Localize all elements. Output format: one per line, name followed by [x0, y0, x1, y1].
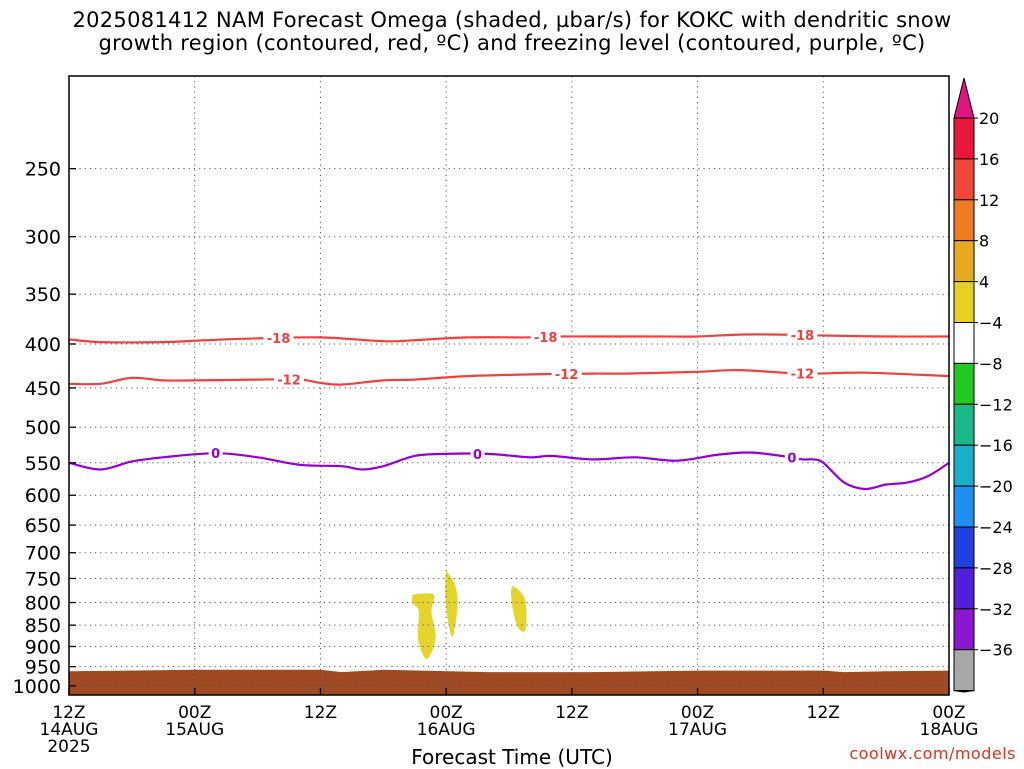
y-tick-label: 650	[25, 515, 61, 537]
x-tick-label: 17AUG	[668, 720, 727, 740]
x-tick-label: 12Z	[807, 703, 840, 723]
contour-label-bg	[787, 327, 818, 344]
y-tick-label: 250	[25, 159, 61, 181]
colorbar-band	[953, 199, 975, 242]
colorbar-label: 4	[979, 273, 989, 292]
colorbar-label: 20	[979, 109, 999, 128]
colorbar-band	[953, 240, 975, 283]
x-tick-label: 00Z	[932, 703, 965, 723]
y-tick-label: 750	[25, 568, 61, 590]
contour-label-bg	[784, 449, 799, 466]
y-tick-label: 450	[25, 378, 61, 400]
colorbar-label: −12	[979, 395, 1013, 414]
y-tick-label: 700	[25, 543, 61, 565]
colorbar-label: −28	[979, 559, 1013, 578]
contour-line-0	[68, 451, 950, 491]
x-tick-label: 00Z	[178, 703, 211, 723]
colorbar-band	[953, 117, 975, 160]
site-credit[interactable]: coolwx.com/models	[849, 744, 1016, 763]
x-axis-title: Forecast Time (UTC)	[411, 745, 613, 769]
contour-label--12: -12	[555, 368, 579, 383]
omega-shaded-region-2	[445, 570, 458, 637]
x-tick-label: 16AUG	[417, 720, 476, 740]
y-tick-label: 300	[25, 227, 61, 249]
x-tick-label: 18AUG	[920, 720, 979, 740]
contour-label--18: -18	[267, 332, 291, 347]
x-tick-label: 15AUG	[165, 720, 224, 740]
contour-label-bg	[263, 330, 294, 347]
contour-label--18: -18	[791, 329, 815, 344]
contour-label-bg	[208, 445, 223, 462]
colorbar-label: −32	[979, 600, 1013, 619]
chart-title-line-2: growth region (contoured, red, ºC) and f…	[98, 31, 926, 55]
colorbar-label: 16	[979, 150, 999, 169]
omega-shaded-region-3	[511, 585, 527, 632]
y-tick-label: 900	[25, 636, 61, 658]
y-tick-label: 1000	[13, 676, 61, 698]
y-tick-label: 800	[25, 593, 61, 615]
y-tick-label: 400	[25, 334, 61, 356]
colorbar-label: −24	[979, 518, 1013, 537]
colorbar-band	[953, 322, 975, 364]
x-tick-label: 14AUG	[40, 720, 99, 740]
colorbar-bottom-arrow	[953, 690, 975, 693]
colorbar-label: −20	[979, 477, 1013, 496]
contour-label--12: -12	[791, 368, 815, 383]
x-tick-label: 2025	[47, 737, 90, 757]
colorbar-band	[953, 403, 975, 446]
x-tick-label: 12Z	[304, 703, 337, 723]
contour-label--12: -12	[277, 374, 301, 389]
x-tick-label: 00Z	[430, 703, 463, 723]
contour-label-0: 0	[473, 448, 482, 463]
colorbar-top-arrow	[953, 77, 975, 119]
colorbar-label: 8	[979, 232, 989, 251]
chart-title-line-1: 2025081412 NAM Forecast Omega (shaded, µ…	[72, 8, 952, 32]
colorbar-band	[953, 649, 975, 692]
contour-line--12	[68, 368, 950, 386]
contour-label--18: -18	[534, 331, 558, 346]
colorbar-label: −8	[979, 354, 1003, 373]
contour-label-bg	[787, 365, 818, 382]
colorbar-label: −4	[979, 314, 1003, 333]
contour-label-bg	[551, 365, 582, 382]
y-tick-label: 600	[25, 485, 61, 507]
contour-line--18	[68, 333, 950, 344]
colorbar-band	[953, 362, 975, 405]
contour-label-bg	[530, 328, 561, 345]
colorbar-band	[953, 608, 975, 651]
contour-label-0: 0	[787, 452, 796, 467]
plot-frame	[68, 75, 950, 696]
contour-label-bg	[274, 371, 304, 388]
x-tick-label: 00Z	[681, 703, 714, 723]
ground-surface	[69, 669, 949, 695]
colorbar-label: −16	[979, 436, 1013, 455]
y-tick-label: 950	[25, 657, 61, 679]
colorbar-band	[953, 567, 975, 610]
contour-label-0: 0	[211, 447, 220, 462]
colorbar-band	[953, 158, 975, 201]
colorbar-band	[953, 526, 975, 569]
omega-shaded-region-1	[412, 593, 436, 660]
y-tick-label: 550	[25, 453, 61, 475]
colorbar-label: 12	[979, 191, 999, 210]
colorbar-label: −36	[979, 641, 1013, 660]
colorbar-band	[953, 485, 975, 528]
x-tick-label: 12Z	[555, 703, 588, 723]
x-tick-label: 12Z	[52, 703, 85, 723]
colorbar-band	[953, 281, 975, 324]
colorbar-band	[953, 444, 975, 487]
y-tick-label: 500	[25, 417, 61, 439]
y-tick-label: 850	[25, 615, 61, 637]
contour-label-bg	[470, 445, 485, 462]
y-tick-label: 350	[25, 284, 61, 306]
